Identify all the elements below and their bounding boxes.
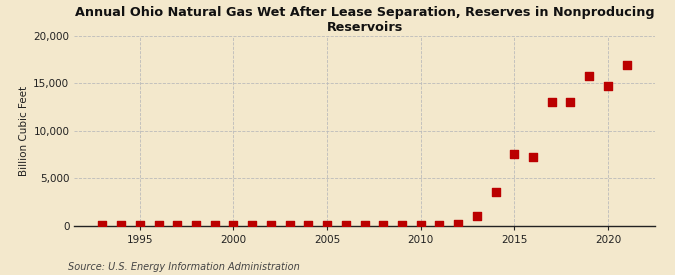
Point [97,223,108,227]
Point [396,223,407,227]
Point [153,223,164,227]
Point [621,63,632,67]
Point [565,100,576,104]
Point [378,223,389,227]
Point [528,155,539,160]
Point [115,223,126,227]
Point [284,223,295,227]
Point [228,223,239,227]
Point [434,223,445,227]
Point [190,223,201,227]
Point [340,223,351,227]
Text: Source: U.S. Energy Information Administration: Source: U.S. Energy Information Administ… [68,262,299,272]
Point [303,223,314,227]
Point [603,84,614,88]
Point [509,152,520,156]
Point [490,190,501,194]
Point [359,223,370,227]
Point [453,222,464,226]
Point [172,223,183,227]
Point [471,214,482,218]
Point [415,223,426,227]
Point [209,223,220,227]
Point [584,73,595,78]
Point [134,223,145,227]
Y-axis label: Billion Cubic Feet: Billion Cubic Feet [19,86,29,176]
Point [322,223,333,227]
Title: Annual Ohio Natural Gas Wet After Lease Separation, Reserves in Nonproducing Res: Annual Ohio Natural Gas Wet After Lease … [75,6,654,34]
Point [546,100,557,104]
Point [265,223,276,227]
Point [247,223,258,227]
